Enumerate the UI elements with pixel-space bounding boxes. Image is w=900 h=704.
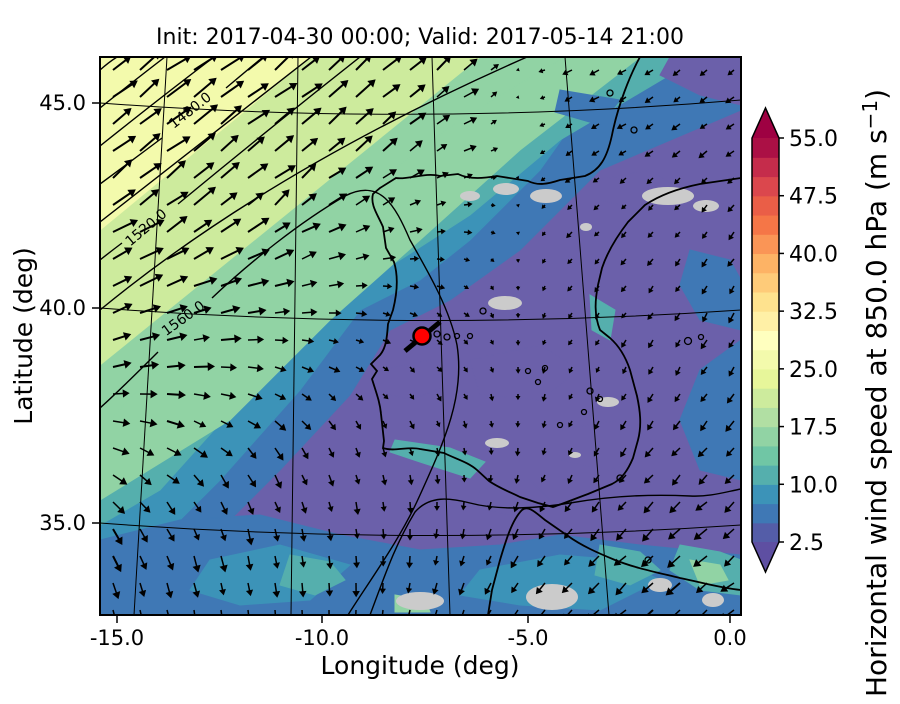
x-tick-label: -15.0 (90, 626, 144, 650)
x-tick-label: -5.0 (508, 626, 549, 650)
y-axis-ticks: 45.0 40.0 35.0 (39, 91, 100, 535)
colorbar-segment (752, 369, 779, 389)
y-tick-label: 45.0 (39, 91, 86, 115)
colorbar-segment (752, 446, 779, 466)
colorbar-tick-label: 55.0 (789, 127, 838, 152)
colorbar-segment (752, 234, 779, 254)
station-marker (414, 328, 431, 345)
masked-terrain-patch (460, 191, 480, 201)
masked-terrain-patch (526, 584, 578, 610)
colorbar-tick-label: 32.5 (789, 300, 838, 325)
colorbar-segment (752, 504, 779, 524)
masked-terrain-patch (485, 438, 509, 448)
colorbar-segment (752, 253, 779, 273)
colorbar-label-close: ) (860, 89, 893, 100)
colorbar-tick-label: 47.5 (789, 185, 838, 210)
colorbar-segment (752, 311, 779, 331)
colorbar-segment (752, 176, 779, 196)
masked-terrain-patch (396, 592, 444, 610)
y-axis-label: Latitude (deg) (9, 247, 38, 424)
colorbar: 2.5 10.0 17.5 25.0 32.5 40.0 47.5 55.0 (752, 108, 838, 572)
colorbar-segment (752, 138, 779, 158)
colorbar-segment (752, 427, 779, 447)
colorbar-segment (752, 273, 779, 293)
colorbar-under-arrow (752, 542, 779, 572)
colorbar-tick-label: 40.0 (789, 242, 838, 267)
colorbar-segment (752, 330, 779, 350)
colorbar-over-arrow (752, 108, 779, 138)
x-axis-ticks: -15.0 -10.0 -5.0 0.0 (90, 615, 747, 650)
colorbar-label-main: Horizontal wind speed at 850.0 hPa (m s (860, 129, 893, 697)
colorbar-segment (752, 388, 779, 408)
colorbar-segment (752, 350, 779, 370)
masked-terrain-patch (702, 593, 724, 607)
x-axis-label: Longitude (deg) (321, 651, 520, 680)
colorbar-tick-label: 17.5 (789, 416, 838, 441)
colorbar-segment (752, 523, 779, 543)
masked-terrain-patch (488, 296, 522, 310)
colorbar-segment (752, 215, 779, 235)
plot-title: Init: 2017-04-30 00:00; Valid: 2017-05-1… (156, 25, 684, 50)
colorbar-tick-label: 25.0 (789, 358, 838, 383)
y-tick-label: 35.0 (39, 511, 86, 535)
masked-terrain-patch (580, 223, 592, 231)
y-tick-label: 40.0 (39, 296, 86, 320)
colorbar-segment (752, 484, 779, 504)
x-tick-label: 0.0 (713, 626, 746, 650)
colorbar-segment (752, 292, 779, 312)
masked-terrain-patch (493, 183, 519, 195)
colorbar-tick-label: 2.5 (789, 531, 824, 556)
masked-terrain-patch (530, 189, 562, 203)
colorbar-segment (752, 465, 779, 485)
colorbar-label-superscript: −1 (858, 100, 882, 129)
colorbar-tick-label: 10.0 (789, 473, 838, 498)
colorbar-label: Horizontal wind speed at 850.0 hPa (m s−… (858, 89, 893, 697)
colorbar-segment (752, 157, 779, 177)
x-tick-label: -10.0 (295, 626, 349, 650)
colorbar-segment (752, 196, 779, 216)
colorbar-segment (752, 407, 779, 427)
